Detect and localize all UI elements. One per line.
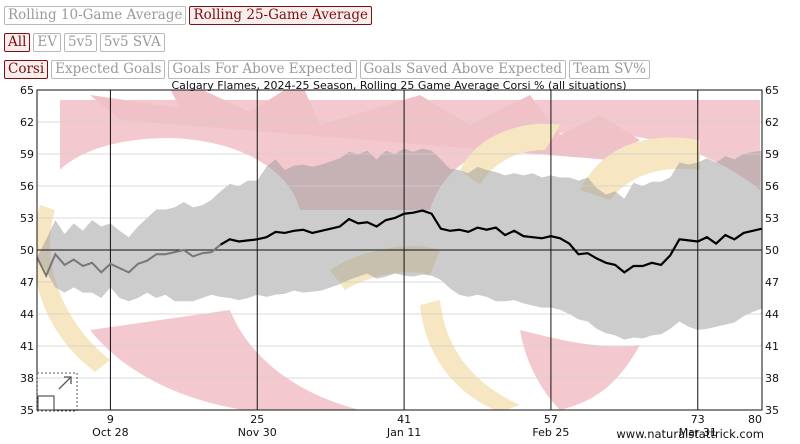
y-tick-label-right: 59 <box>765 148 779 161</box>
range-toggle-group: Rolling 10-Game Average Rolling 25-Game A… <box>4 6 372 25</box>
x-tick-date: Oct 28 <box>92 426 129 439</box>
y-tick-label-left: 35 <box>20 404 34 417</box>
y-tick-label-left: 47 <box>20 276 34 289</box>
situation-all-button[interactable]: All <box>4 33 31 52</box>
x-tick-game: 25 <box>250 413 264 426</box>
y-tick-label-right: 38 <box>765 372 779 385</box>
metric-goals-for-above-expected-button[interactable]: Goals For Above Expected <box>168 60 357 79</box>
situation-5v5-button[interactable]: 5v5 <box>64 33 97 52</box>
y-tick-label-right: 62 <box>765 116 779 129</box>
situation-5v5-sva-button[interactable]: 5v5 SVA <box>99 33 165 52</box>
metric-goals-saved-above-expected-button[interactable]: Goals Saved Above Expected <box>359 60 567 79</box>
x-tick-game: 9 <box>107 413 114 426</box>
series-layer <box>37 209 762 278</box>
y-tick-label-left: 41 <box>20 340 34 353</box>
x-tick-date: Jan 11 <box>386 426 421 439</box>
y-tick-label-left: 53 <box>20 212 34 225</box>
y-tick-label-right: 56 <box>765 180 779 193</box>
y-tick-label-left: 62 <box>20 116 34 129</box>
y-tick-label-left: 38 <box>20 372 34 385</box>
y-tick-label-right: 47 <box>765 276 779 289</box>
watermark-text: www.naturalstattrick.com <box>616 427 764 441</box>
range-rolling-10-game-average-button[interactable]: Rolling 10-Game Average <box>4 6 187 25</box>
x-tick-game: 73 <box>691 413 705 426</box>
expand-chart-icon[interactable] <box>36 372 78 412</box>
metric-expected-goals-button[interactable]: Expected Goals <box>51 60 166 79</box>
y-tick-label-right: 41 <box>765 340 779 353</box>
y-tick-label-left: 65 <box>20 84 34 97</box>
rolling-corsi-chart: 35 35 38 38 41 41 44 44 47 47 50 50 53 53 56 56 59 59 62 62… <box>20 80 779 441</box>
corsi-band-area <box>37 148 762 340</box>
y-tick-label-left: 50 <box>20 244 34 257</box>
y-tick-label-right: 35 <box>765 404 779 417</box>
y-tick-label-left: 44 <box>20 308 34 321</box>
corsi-range-band <box>37 148 762 340</box>
x-tick-date: Mar 31 <box>679 426 717 439</box>
plot-frame <box>36 89 763 411</box>
x-tick-game: 41 <box>397 413 411 426</box>
y-tick-label-right: 50 <box>765 244 779 257</box>
y-tick-label-right: 44 <box>765 308 779 321</box>
chart-axes: 35 35 38 38 41 41 44 44 47 47 50 50 53 53 56 56 59 59 62 62… <box>20 84 779 439</box>
corsi-line <box>219 209 762 274</box>
metric-corsi-button[interactable]: Corsi <box>4 60 49 79</box>
y-tick-label-left: 59 <box>20 148 34 161</box>
x-tick-game: 80 <box>748 413 762 426</box>
x-tick-date: Nov 30 <box>238 426 277 439</box>
y-tick-label-left: 56 <box>20 180 34 193</box>
metric-toggle-group: Corsi Expected Goals Goals For Above Expec… <box>4 60 650 79</box>
range-rolling-25-game-average-button[interactable]: Rolling 25-Game Average <box>189 6 372 25</box>
situation-ev-button[interactable]: EV <box>33 33 61 52</box>
corsi-line-early <box>37 243 222 278</box>
x-tick-date: Feb 25 <box>532 426 569 439</box>
situation-toggle-group: All EV 5v5 5v5 SVA <box>4 33 165 52</box>
y-tick-label-right: 53 <box>765 212 779 225</box>
metric-team-sv-button[interactable]: Team SV% <box>569 60 650 79</box>
x-tick-game: 57 <box>544 413 558 426</box>
y-tick-label-right: 65 <box>765 84 779 97</box>
chart-title: Calgary Flames, 2024-25 Season, Rolling … <box>171 80 626 92</box>
